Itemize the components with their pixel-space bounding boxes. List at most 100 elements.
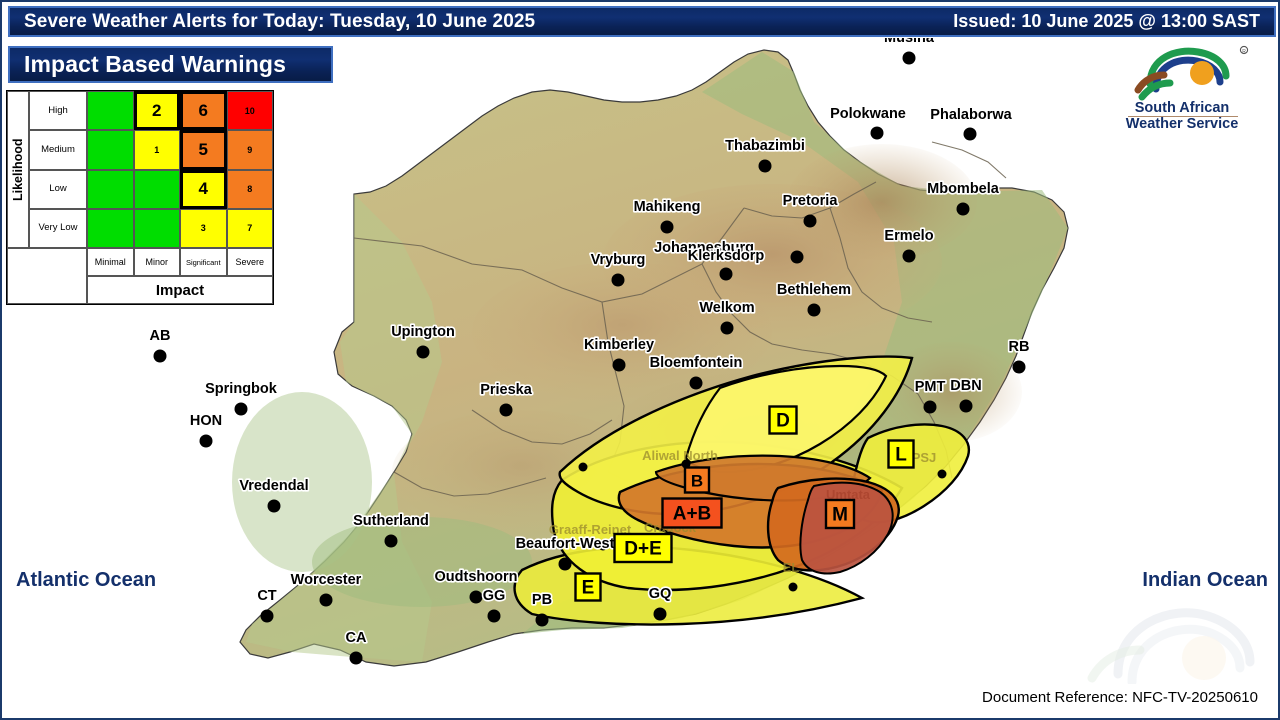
city-dot-beaufort-west: [558, 557, 572, 571]
city-label-ca: CA: [346, 630, 367, 646]
matrix-cell-medium-significant: 5: [180, 130, 227, 170]
city-label-bloemfontein: Bloemfontein: [650, 355, 743, 371]
matrix-cell-very-low-significant: 3: [180, 208, 227, 248]
city-dot-johannesburg: [790, 250, 804, 264]
city-dot-dbn: [959, 399, 973, 413]
matrix-cell-medium-minimal: [87, 130, 134, 170]
city-dot-worcester: [319, 593, 333, 607]
city-label-johannesburg: Johannesburg: [654, 240, 754, 256]
saws-logo: R South African Weather Service: [1098, 44, 1266, 142]
city-label-bethlehem: Bethlehem: [777, 282, 851, 298]
city-dot-thabazimbi: [758, 159, 772, 173]
matrix-cell-medium-severe: 9: [226, 130, 273, 170]
saws-watermark: [1087, 608, 1255, 684]
saws-logo-mark: R: [1134, 45, 1249, 101]
impact-level-significant: Significant: [180, 248, 227, 276]
city-dot-vredendal: [267, 499, 281, 513]
warning-label-b: B: [683, 466, 711, 494]
city-label-sutherland: Sutherland: [353, 513, 429, 529]
inner-place-aliwal-north: Aliwal North: [642, 448, 718, 463]
svg-text:M: M: [832, 505, 848, 526]
city-dot-ermelo: [902, 249, 916, 263]
svg-text:D+E: D+E: [624, 539, 662, 560]
city-label-ct: CT: [257, 588, 276, 604]
impact-level-severe: Severe: [226, 248, 273, 276]
warning-labels: D L B M A+B D+E E: [574, 405, 915, 602]
inner-place-psj: PSJ: [912, 450, 937, 465]
likelihood-label-low: Low: [29, 169, 87, 209]
map-canvas: Aliwal North Graaff-Reinet Cradock PSJ E…: [16, 38, 1268, 667]
inner-place-el: EL: [783, 560, 800, 575]
matrix-cell-very-low-minor: [133, 208, 180, 248]
page-title: Severe Weather Alerts for Today: Tuesday…: [24, 10, 536, 32]
city-label-vredendal: Vredendal: [239, 478, 308, 494]
city-label-phalaborwa: Phalaborwa: [930, 107, 1012, 123]
city-label-gq: GQ: [649, 586, 672, 602]
city-label-gg: GG: [483, 588, 506, 604]
city-label-hon: HON: [190, 413, 222, 429]
city-dot-hon: [199, 434, 213, 448]
inner-place-dot: [578, 462, 588, 472]
city-dot-ca: [349, 651, 363, 665]
city-dot-springbok: [234, 402, 248, 416]
matrix-cell-low-minimal: [87, 169, 134, 209]
city-dot-pb: [535, 613, 549, 627]
city-label-polokwane: Polokwane: [830, 106, 906, 122]
matrix-cell-low-minor: [133, 169, 180, 209]
svg-text:D: D: [776, 411, 790, 432]
city-label-pretoria: Pretoria: [783, 193, 839, 209]
city-label-kimberley: Kimberley: [584, 337, 654, 353]
likelihood-label-high: High: [29, 91, 87, 131]
matrix-cell-high-minor: 2: [133, 91, 180, 131]
likelihood-label-very-low: Very Low: [29, 208, 87, 248]
inner-place-graaff-reinet: Graaff-Reinet: [549, 522, 632, 537]
inner-place-dot: [598, 541, 608, 551]
city-dot-klerksdorp: [719, 267, 733, 281]
inner-place-umtata: Umtata: [826, 487, 871, 502]
city-label-upington: Upington: [391, 324, 455, 340]
matrix-cell-very-low-minimal: [87, 208, 134, 248]
city-dot-upington: [416, 345, 430, 359]
city-label-dbn: DBN: [950, 378, 981, 394]
city-dot-pretoria: [803, 214, 817, 228]
matrix-cell-low-significant: 4: [180, 169, 227, 209]
logo-line-1: South African: [1134, 100, 1230, 116]
warning-label-dpluse: D+E: [613, 532, 673, 564]
likelihood-label-medium: Medium: [29, 130, 87, 170]
city-label-mbombela: Mbombela: [927, 181, 1000, 197]
city-dot-bethlehem: [807, 303, 821, 317]
city-markers: Musina Polokwane Phalaborwa Thabazimbi Mbomb…: [148, 38, 1031, 665]
city-label-beaufort-west: Beaufort-West: [516, 536, 615, 552]
city-dot-mbombela: [956, 202, 970, 216]
city-label-worcester: Worcester: [291, 572, 362, 588]
city-dot-musina: [902, 51, 916, 65]
matrix-cell-very-low-severe: 7: [226, 208, 273, 248]
city-label-thabazimbi: Thabazimbi: [725, 138, 805, 154]
city-dot-sutherland: [384, 534, 398, 548]
warning-label-d: D: [768, 405, 798, 435]
city-dot-vryburg: [611, 273, 625, 287]
city-dot-ct: [260, 609, 274, 623]
page-title-bar: Severe Weather Alerts for Today: Tuesday…: [8, 6, 1276, 37]
city-label-ab: AB: [150, 328, 171, 344]
svg-text:L: L: [895, 445, 907, 466]
warning-label-e: E: [574, 572, 602, 602]
svg-text:E: E: [582, 578, 595, 599]
ocean-label-atlantic: Atlantic Ocean: [16, 569, 156, 591]
city-dot-prieska: [499, 403, 513, 417]
city-label-klerksdorp: Klerksdorp: [688, 248, 765, 264]
city-dot-mahikeng: [660, 220, 674, 234]
impact-risk-matrix: Likelihood Impact High 2 6 10 Medium 1 5 9 Low 4 8…: [6, 90, 274, 305]
city-dot-polokwane: [870, 126, 884, 140]
matrix-cell-high-severe: 10: [226, 91, 273, 131]
logo-divider: [1128, 116, 1238, 117]
inner-place-names: Aliwal North Graaff-Reinet Cradock PSJ E…: [549, 448, 947, 592]
city-label-pmt: PMT: [915, 379, 946, 395]
svg-text:R: R: [1242, 49, 1246, 55]
city-label-welkom: Welkom: [699, 300, 754, 316]
city-dot-gq: [653, 607, 667, 621]
impact-based-warnings-title: Impact Based Warnings: [8, 46, 333, 83]
inner-place-dot: [788, 582, 798, 592]
matrix-cell-high-minimal: [87, 91, 134, 131]
city-label-mahikeng: Mahikeng: [634, 199, 701, 215]
